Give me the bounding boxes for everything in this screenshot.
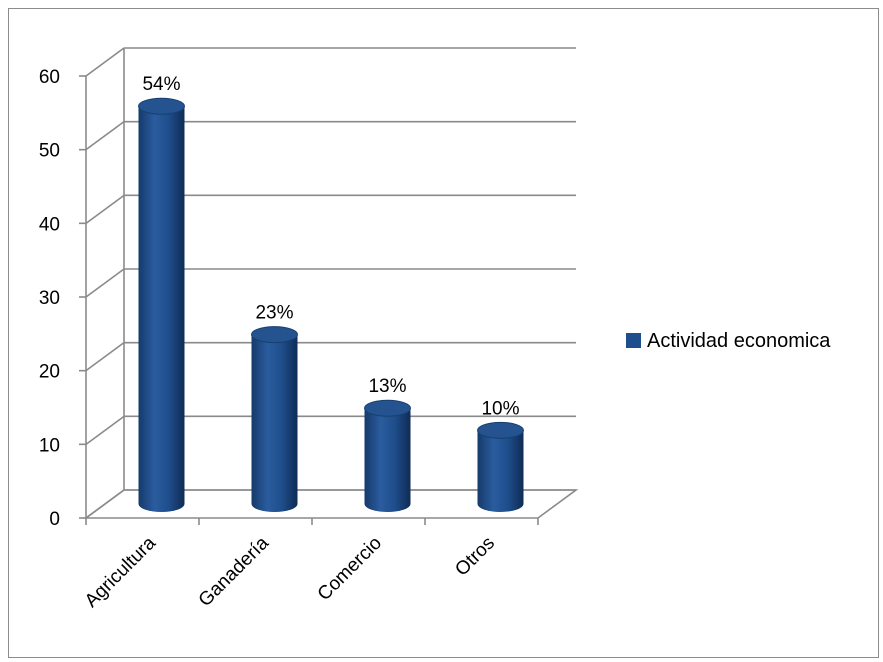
y-tick-label: 40 (39, 214, 60, 235)
gridline-depth (85, 47, 125, 77)
data-label: 10% (481, 398, 519, 419)
bar-body (364, 408, 411, 512)
legend: Actividad economica (626, 330, 831, 352)
y-tick-label: 0 (49, 509, 60, 530)
legend-label: Actividad economica (647, 330, 831, 352)
bar-top (251, 326, 298, 344)
gridline-depth (85, 268, 125, 298)
bar-top (364, 399, 411, 417)
x-category-label: Ganadería (195, 532, 274, 611)
gridline-depth (85, 121, 125, 151)
bar (251, 326, 298, 512)
floor (83, 489, 579, 519)
x-category-label: Comercio (314, 533, 386, 605)
data-label: 54% (142, 74, 180, 95)
bar-top (477, 421, 524, 439)
gridline-depth (85, 415, 125, 445)
bar (477, 421, 524, 512)
y-tick-label: 50 (39, 141, 60, 162)
bar (364, 399, 411, 512)
x-category-label: Otros (451, 533, 499, 581)
chart-frame (8, 8, 879, 658)
bar (138, 97, 185, 512)
gridline-depth (85, 342, 125, 372)
bars (138, 97, 524, 512)
bar-top (138, 97, 185, 115)
gridline-depth (85, 194, 125, 224)
bar-body (138, 106, 185, 512)
data-label: 23% (255, 303, 293, 324)
x-category-label: Agricultura (81, 532, 160, 611)
bar-body (251, 334, 298, 512)
y-tick-label: 60 (39, 67, 60, 88)
axes (79, 48, 579, 525)
y-tick-label: 20 (39, 362, 60, 383)
bar-body (477, 430, 524, 512)
y-tick-label: 10 (39, 435, 60, 456)
legend-swatch (626, 333, 641, 348)
data-label: 13% (368, 376, 406, 397)
y-tick-label: 30 (39, 288, 60, 309)
